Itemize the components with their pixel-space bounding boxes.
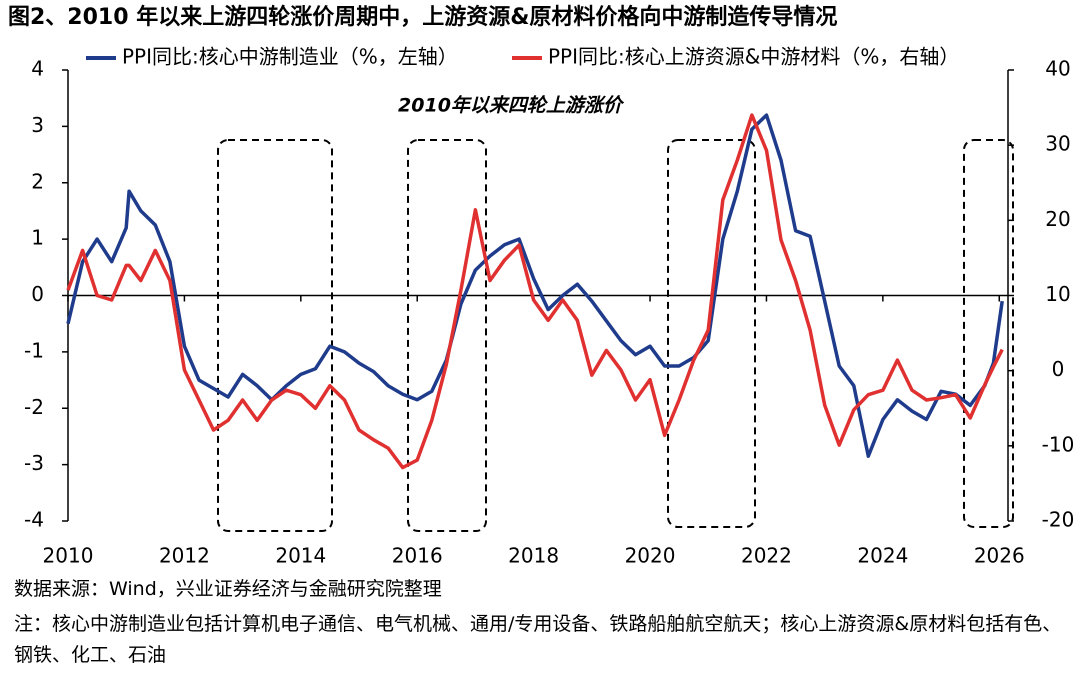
period-box xyxy=(407,139,487,532)
y2-tick-label: 20 xyxy=(1045,207,1070,231)
y-tick-label: -1 xyxy=(24,338,44,362)
legend-label: PPI同比:核心上游资源&中游材料（%，右轴） xyxy=(548,45,959,69)
y2-tick-label: 40 xyxy=(1045,57,1070,81)
x-tick-label: 2016 xyxy=(392,544,443,568)
x-tick-label: 2018 xyxy=(508,544,559,568)
y-tick-label: 2 xyxy=(31,169,44,193)
series-line xyxy=(66,113,1004,470)
period-box xyxy=(963,139,1014,528)
chart: 图2、2010 年以来上游四轮涨价周期中，上游资源&原材料价格向中游制造传导情况… xyxy=(8,4,1075,568)
y-tick-label: 0 xyxy=(31,282,44,306)
y-tick-label: 4 xyxy=(31,57,44,81)
annotation: 2010年以来四轮上游涨价 xyxy=(398,95,625,117)
x-tick-label: 2024 xyxy=(857,544,908,568)
period-box xyxy=(667,139,756,528)
y-tick-label: -3 xyxy=(24,451,44,475)
footnote: 注：核心中游制造业包括计算机电子通信、电气机械、通用/专用设备、铁路船舶航空航天… xyxy=(14,613,1062,666)
y-tick-label: 3 xyxy=(31,113,44,137)
highlight-boxes xyxy=(217,139,1014,532)
y-tick-label: -4 xyxy=(24,508,44,532)
legend-label: PPI同比:核心中游制造业（%，左轴） xyxy=(122,45,458,69)
x-tick-label: 2010 xyxy=(43,544,94,568)
y2-tick-label: 0 xyxy=(1052,357,1065,381)
y2-tick-label: 10 xyxy=(1045,282,1070,306)
y2-tick-label: -10 xyxy=(1042,432,1075,456)
y2-tick-label: 30 xyxy=(1045,132,1070,156)
x-tick-label: 2020 xyxy=(625,544,676,568)
x-tick-label: 2026 xyxy=(974,544,1025,568)
x-tick-label: 2014 xyxy=(275,544,326,568)
series-line xyxy=(66,113,1004,458)
chart-title: 图2、2010 年以来上游四轮涨价周期中，上游资源&原材料价格向中游制造传导情况 xyxy=(8,4,837,30)
y2-tick-label: -20 xyxy=(1042,508,1075,532)
source-note: 数据来源：Wind，兴业证券经济与金融研究院整理 xyxy=(14,578,442,600)
period-box xyxy=(217,139,333,532)
x-tick-label: 2012 xyxy=(159,544,210,568)
x-tick-label: 2022 xyxy=(741,544,792,568)
y-tick-label: -2 xyxy=(24,395,44,419)
y-tick-label: 1 xyxy=(31,226,44,250)
